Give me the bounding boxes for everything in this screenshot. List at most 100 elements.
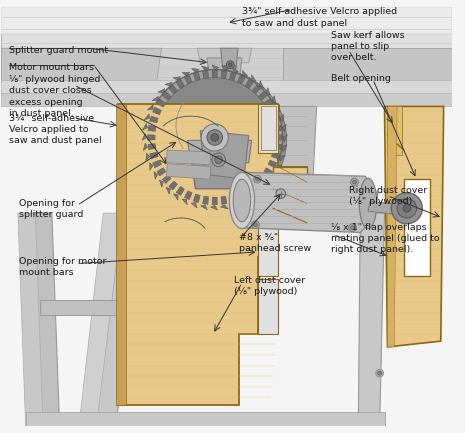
Polygon shape <box>387 107 402 155</box>
Circle shape <box>378 371 382 375</box>
Circle shape <box>155 78 274 197</box>
Polygon shape <box>252 181 261 190</box>
Polygon shape <box>26 412 385 427</box>
Polygon shape <box>18 213 43 427</box>
Polygon shape <box>169 85 178 94</box>
Polygon shape <box>212 197 218 205</box>
Polygon shape <box>225 66 236 82</box>
Polygon shape <box>142 123 147 130</box>
Polygon shape <box>264 168 273 176</box>
Circle shape <box>403 204 411 212</box>
Polygon shape <box>166 187 170 194</box>
Polygon shape <box>277 105 280 112</box>
Polygon shape <box>148 144 156 150</box>
Polygon shape <box>150 116 158 123</box>
Polygon shape <box>404 179 430 276</box>
Polygon shape <box>203 71 209 79</box>
Polygon shape <box>146 153 150 161</box>
Circle shape <box>228 63 232 67</box>
Polygon shape <box>220 48 238 68</box>
Polygon shape <box>201 205 207 210</box>
Polygon shape <box>165 82 173 86</box>
Polygon shape <box>116 104 126 405</box>
Polygon shape <box>282 124 286 132</box>
Circle shape <box>276 189 286 199</box>
Polygon shape <box>193 194 200 203</box>
Polygon shape <box>150 163 153 170</box>
Polygon shape <box>1 6 452 48</box>
Circle shape <box>147 70 286 209</box>
Text: Opening for motor
mount bars: Opening for motor mount bars <box>19 257 106 277</box>
Polygon shape <box>185 191 192 200</box>
Text: Splitter guard mount: Splitter guard mount <box>9 46 108 55</box>
Polygon shape <box>261 107 276 150</box>
Text: ⅛ x 1" flap overlaps
mating panel (glued to
right dust panel).: ⅛ x 1" flap overlaps mating panel (glued… <box>331 223 440 254</box>
Circle shape <box>201 124 228 151</box>
Polygon shape <box>1 6 452 34</box>
Polygon shape <box>152 96 159 101</box>
Polygon shape <box>166 164 211 179</box>
Polygon shape <box>192 68 199 72</box>
Polygon shape <box>274 135 282 140</box>
Polygon shape <box>147 107 317 204</box>
Polygon shape <box>259 91 267 100</box>
Circle shape <box>252 221 259 229</box>
Polygon shape <box>230 203 238 207</box>
Text: 3¾" self-adhesive
Velcro applied to
saw and dust panel: 3¾" self-adhesive Velcro applied to saw … <box>9 114 102 145</box>
Polygon shape <box>257 189 265 193</box>
Polygon shape <box>33 213 60 427</box>
Polygon shape <box>40 301 142 315</box>
Polygon shape <box>283 135 287 142</box>
Polygon shape <box>273 125 282 131</box>
Polygon shape <box>264 99 273 107</box>
Polygon shape <box>266 87 270 95</box>
Polygon shape <box>242 70 247 76</box>
Text: Motor mount bars: Motor mount bars <box>9 63 94 72</box>
Polygon shape <box>154 171 158 179</box>
Text: 3¾" self-adhesive Velcro applied
to saw and dust panel: 3¾" self-adhesive Velcro applied to saw … <box>242 7 397 28</box>
Polygon shape <box>238 191 245 200</box>
Polygon shape <box>186 107 232 218</box>
Polygon shape <box>368 201 407 215</box>
Polygon shape <box>166 150 211 165</box>
Polygon shape <box>79 213 123 427</box>
Polygon shape <box>93 213 142 427</box>
Polygon shape <box>143 143 147 151</box>
Polygon shape <box>229 72 236 81</box>
Text: Belt opening: Belt opening <box>331 74 391 84</box>
Polygon shape <box>259 175 267 184</box>
Ellipse shape <box>359 178 377 229</box>
Polygon shape <box>157 168 166 176</box>
Polygon shape <box>173 194 178 200</box>
Polygon shape <box>1 48 161 82</box>
Polygon shape <box>1 6 452 427</box>
Polygon shape <box>280 155 286 161</box>
Polygon shape <box>276 165 282 170</box>
Polygon shape <box>229 194 236 203</box>
Polygon shape <box>144 114 150 120</box>
Circle shape <box>211 133 219 141</box>
Circle shape <box>215 156 223 164</box>
Polygon shape <box>259 211 278 276</box>
Polygon shape <box>185 75 192 84</box>
Polygon shape <box>153 107 161 115</box>
Circle shape <box>352 180 356 184</box>
Ellipse shape <box>229 172 254 229</box>
Polygon shape <box>245 80 253 88</box>
Circle shape <box>391 193 422 224</box>
Ellipse shape <box>233 179 251 222</box>
Polygon shape <box>153 160 161 168</box>
Polygon shape <box>159 180 164 187</box>
Polygon shape <box>282 145 287 152</box>
Polygon shape <box>272 152 280 159</box>
Polygon shape <box>191 203 197 208</box>
Polygon shape <box>162 175 171 184</box>
Polygon shape <box>1 93 452 107</box>
Text: Left dust cover
(⅛" plywood): Left dust cover (⅛" plywood) <box>234 276 306 296</box>
Polygon shape <box>203 196 209 204</box>
Polygon shape <box>212 65 219 70</box>
Polygon shape <box>272 96 276 103</box>
Polygon shape <box>268 107 277 115</box>
Polygon shape <box>142 133 147 140</box>
Polygon shape <box>191 155 244 189</box>
